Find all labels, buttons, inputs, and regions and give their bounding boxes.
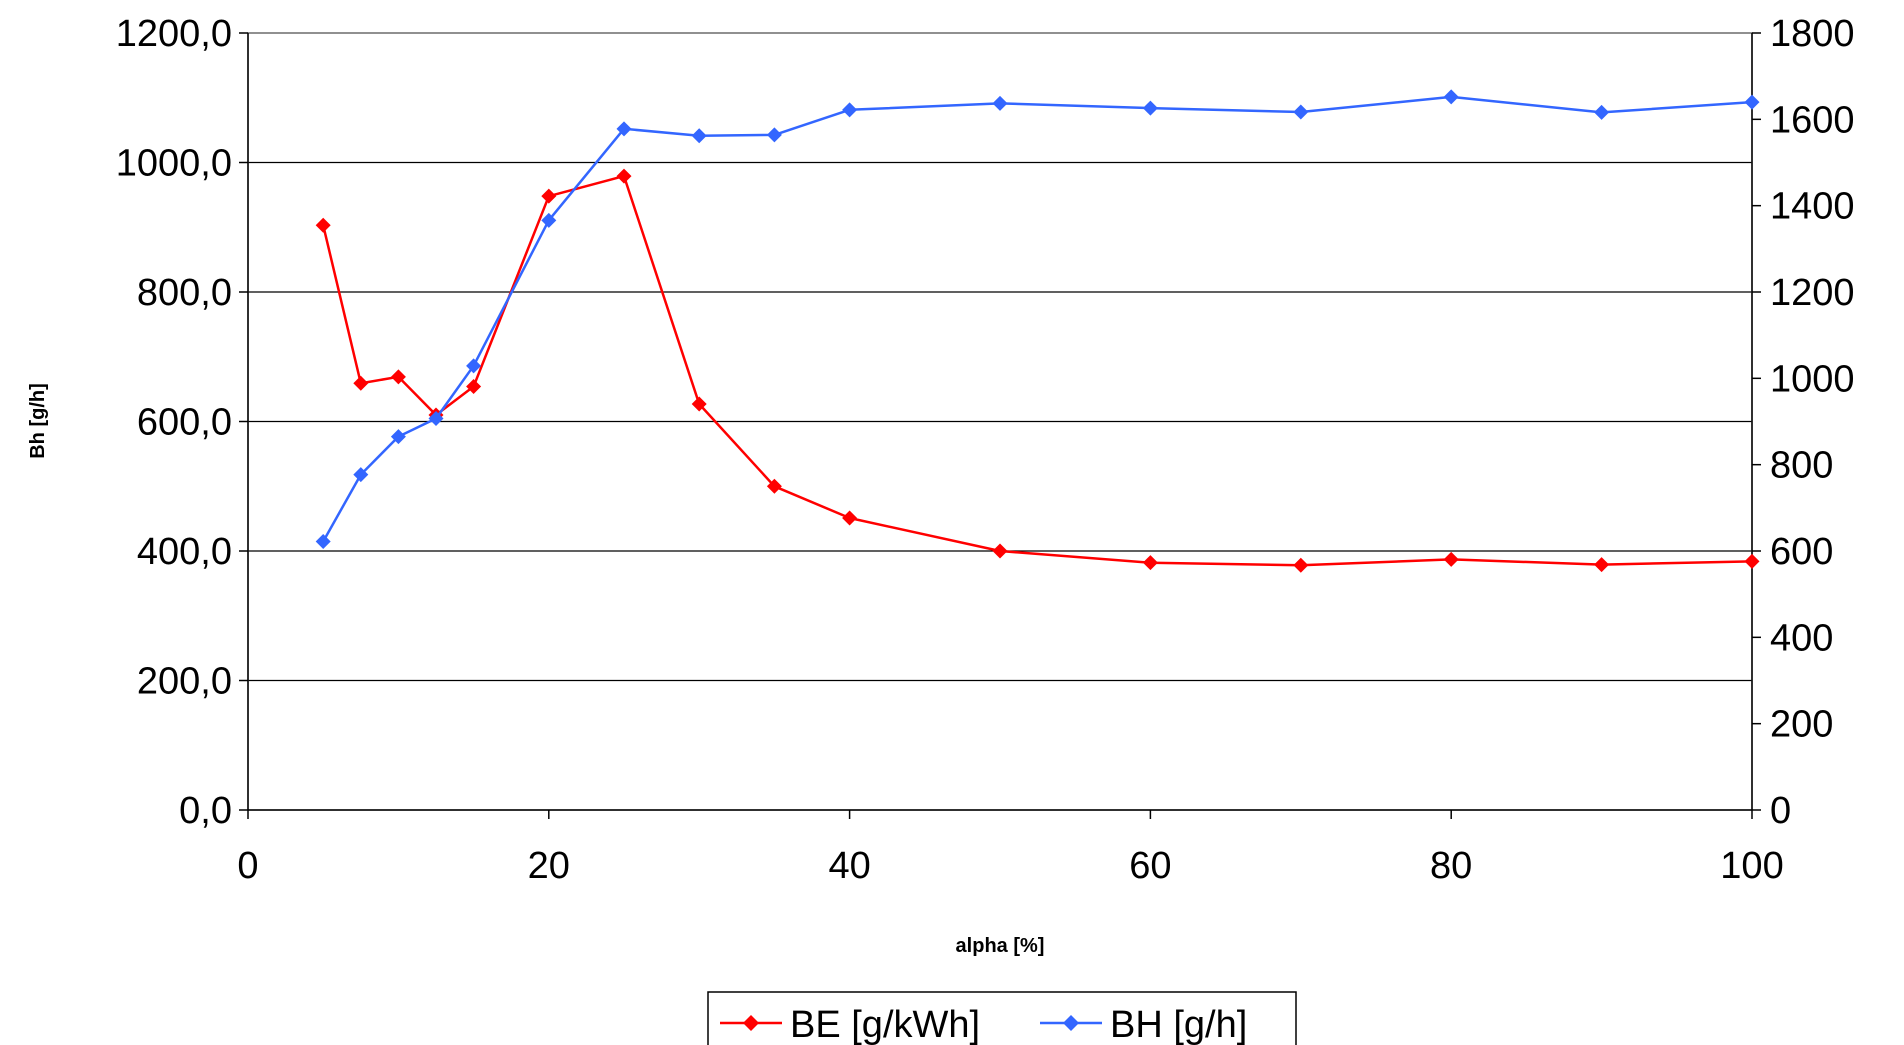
series-1-point-9: [842, 102, 858, 118]
y2-tick-label-7: 1400: [1770, 186, 1855, 228]
y-tick-label-1: 200,0: [137, 661, 232, 703]
series-0-point-4: [466, 379, 482, 395]
series-0-point-0: [315, 217, 331, 233]
series-1-point-14: [1594, 104, 1610, 120]
y2-tick-label-3: 600: [1770, 531, 1833, 573]
x-tick-label-1: 20: [528, 845, 570, 887]
y-tick-label-0: 0,0: [179, 790, 232, 832]
series-0-point-10: [992, 543, 1008, 559]
x-tick-label-2: 40: [828, 845, 870, 887]
y2-tick-label-4: 800: [1770, 445, 1833, 487]
y2-tick-label-1: 200: [1770, 704, 1833, 746]
legend-marker-be: [743, 1015, 759, 1031]
series-0-point-9: [842, 510, 858, 526]
series-1: [315, 89, 1760, 550]
series-layer: [315, 89, 1760, 573]
series-line-1: [322, 95, 1753, 543]
y-axis-title: Bh [g/h]: [27, 383, 49, 459]
series-1-point-3: [428, 410, 444, 426]
x-tick-label-3: 60: [1129, 845, 1171, 887]
legend: BE [g/kWh] BH [g/h]: [707, 991, 1297, 1045]
x-tick-label-5: 100: [1720, 845, 1783, 887]
series-1-point-5: [541, 212, 557, 228]
series-1-point-12: [1293, 104, 1309, 120]
x-tick-label-0: 0: [237, 845, 258, 887]
x-axis-title: alpha [%]: [956, 935, 1045, 957]
series-0-point-2: [390, 369, 406, 385]
series-0-point-12: [1293, 557, 1309, 573]
series-0-point-13: [1443, 551, 1459, 567]
y-axis-left-ticks: 0,0 200,0 400,0 600,0 800,0 1000,0 1200,0: [116, 13, 248, 832]
series-1-point-7: [691, 128, 707, 144]
series-1-point-0: [315, 534, 331, 550]
legend-label-be: BE [g/kWh]: [790, 1004, 980, 1045]
x-tick-label-4: 80: [1430, 845, 1472, 887]
series-line-0: [321, 174, 1753, 567]
legend-marker-bh: [1063, 1015, 1079, 1031]
y2-tick-label-6: 1200: [1770, 272, 1855, 314]
y-axis-right-ticks: 0 200 400 600 800 1000 1200 1400 1600 1800: [1752, 13, 1855, 832]
x-axis-ticks: 0 20 40 60 80 100: [237, 810, 1784, 887]
y-tick-label-4: 800,0: [137, 272, 232, 314]
series-0-point-5: [541, 188, 557, 204]
y-tick-label-3: 600,0: [137, 402, 232, 444]
y2-tick-label-2: 400: [1770, 617, 1833, 659]
y-tick-label-6: 1200,0: [116, 13, 232, 55]
series-1-point-11: [1142, 100, 1158, 116]
series-1-point-15: [1744, 94, 1760, 110]
legend-label-bh: BH [g/h]: [1110, 1004, 1247, 1045]
series-1-point-13: [1443, 89, 1459, 105]
series-0-point-7: [691, 396, 707, 412]
series-1-point-1: [353, 467, 369, 483]
y-tick-label-2: 400,0: [137, 531, 232, 573]
series-0: [315, 168, 1760, 573]
series-1-point-4: [466, 358, 482, 374]
series-0-point-1: [353, 375, 369, 391]
y2-tick-label-0: 0: [1770, 790, 1791, 832]
series-0-point-14: [1594, 557, 1610, 573]
legend-box: [707, 991, 1297, 1045]
series-1-point-8: [766, 127, 782, 143]
series-1-point-2: [390, 429, 406, 445]
y-tick-label-5: 1000,0: [116, 143, 232, 185]
y2-tick-label-8: 1600: [1770, 99, 1855, 141]
series-0-point-11: [1142, 555, 1158, 571]
series-0-point-8: [766, 478, 782, 494]
y2-tick-label-9: 1800: [1770, 13, 1855, 55]
series-0-point-6: [616, 168, 632, 184]
series-1-point-6: [616, 121, 632, 137]
series-0-point-15: [1744, 553, 1760, 569]
series-1-point-10: [992, 95, 1008, 111]
y2-tick-label-5: 1000: [1770, 358, 1855, 400]
